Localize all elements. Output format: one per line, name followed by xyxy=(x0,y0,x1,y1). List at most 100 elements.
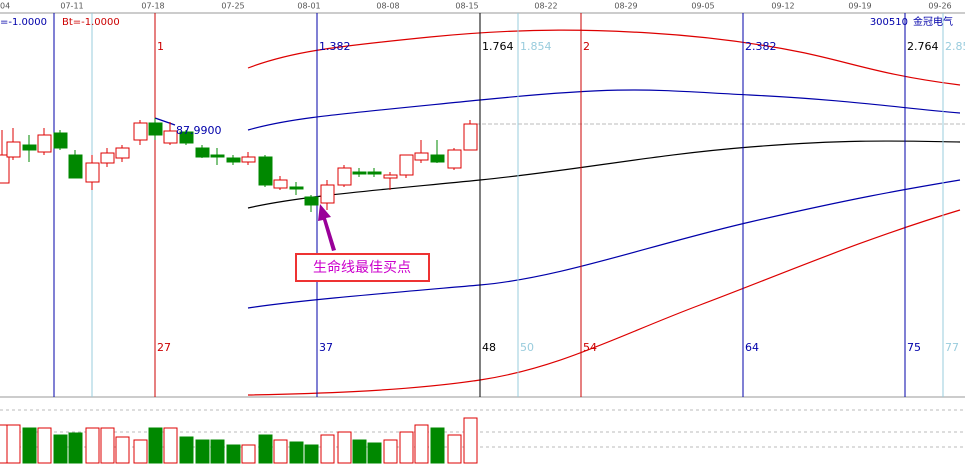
volume-bar xyxy=(399,431,414,464)
candle-body xyxy=(133,122,148,141)
volume-bar xyxy=(148,427,163,464)
candle-body xyxy=(195,147,210,158)
candle-body xyxy=(100,152,115,164)
candle-body xyxy=(383,174,398,179)
stock-name: 金冠电气 xyxy=(913,15,953,28)
date-label: 07-18 xyxy=(141,2,164,11)
volume-bar xyxy=(226,444,241,464)
band-lines xyxy=(154,29,961,396)
life-line xyxy=(247,140,961,209)
cycle-label-top: 1.382 xyxy=(319,40,351,53)
price-label: 87.9900 xyxy=(176,124,222,137)
date-label: 09-19 xyxy=(848,2,871,11)
date-label: 08-29 xyxy=(614,2,637,11)
candle-body xyxy=(463,123,478,151)
date-label: 07-25 xyxy=(221,2,244,11)
cycle-label-bottom: 75 xyxy=(907,341,921,354)
volume-bar xyxy=(447,434,462,464)
price-pointer xyxy=(154,117,176,126)
volume-bar xyxy=(6,424,21,464)
volume-bar xyxy=(463,417,478,464)
volume-grid xyxy=(0,409,965,448)
volume-bar xyxy=(179,436,194,464)
stock-code: 300510 xyxy=(870,17,908,28)
candle-body xyxy=(304,196,319,206)
candle-body xyxy=(148,122,163,136)
candle-body xyxy=(0,154,10,184)
candle-body xyxy=(399,154,414,176)
volume-bar xyxy=(100,427,115,464)
candle-body xyxy=(179,131,194,144)
volume-bar xyxy=(289,441,304,464)
date-label: 09-26 xyxy=(928,2,951,11)
cycle-label-bottom: 37 xyxy=(319,341,333,354)
lower-red-band xyxy=(247,209,961,396)
upper-blue-band xyxy=(247,89,961,131)
candle-body xyxy=(430,154,445,163)
cycle-label-top: 2 xyxy=(583,40,590,53)
volume-bar xyxy=(430,427,445,464)
cycle-label-bottom: 64 xyxy=(745,341,759,354)
arrow xyxy=(318,204,336,251)
candle-body xyxy=(241,156,256,163)
volume-bar xyxy=(241,444,256,464)
bt-value: Bt=-1.0000 xyxy=(62,17,120,28)
volume-bar xyxy=(115,436,130,464)
volume-bar xyxy=(320,434,335,464)
date-label: 09-05 xyxy=(691,2,714,11)
candle-body xyxy=(352,171,367,175)
candle-body xyxy=(367,171,382,175)
volume-bar xyxy=(273,439,288,464)
candle-body xyxy=(226,157,241,163)
volume-bar xyxy=(85,427,100,464)
cycle-label-top: 1.854 xyxy=(520,40,552,53)
candle-body xyxy=(115,147,130,159)
volume-bar xyxy=(304,444,319,464)
volume-bar xyxy=(337,431,352,464)
date-label: 08-01 xyxy=(297,2,320,11)
candle-body xyxy=(163,130,178,144)
volume-bar xyxy=(414,424,429,464)
volume-bar xyxy=(68,432,83,464)
cycle-label-bottom: 50 xyxy=(520,341,534,354)
date-label: 07-11 xyxy=(60,2,83,11)
candle-body xyxy=(258,156,273,186)
cycle-label-top: 2.764 xyxy=(907,40,939,53)
volume-bar xyxy=(133,439,148,464)
cycle-label-bottom: 48 xyxy=(482,341,496,354)
volume-bar xyxy=(367,442,382,464)
volume-bar xyxy=(210,439,225,464)
candle-body xyxy=(68,154,83,179)
candle-body xyxy=(6,141,21,158)
lower-blue-band xyxy=(247,179,961,309)
cycle-label-bottom: 77 xyxy=(945,341,959,354)
volume-bar xyxy=(163,427,178,464)
date-label: 09-12 xyxy=(771,2,794,11)
candle-body xyxy=(337,167,352,186)
volume-bar xyxy=(195,439,210,464)
upper-red-band xyxy=(247,29,961,86)
volume-bar xyxy=(352,439,367,464)
cycle-lines xyxy=(53,13,944,397)
volume-bar xyxy=(53,434,68,464)
candle-body xyxy=(22,144,37,151)
date-label: 08-08 xyxy=(376,2,399,11)
volume-bar xyxy=(37,427,52,464)
date-label: 04 xyxy=(0,2,10,11)
cycle-label-bottom: 54 xyxy=(583,341,597,354)
candle-body xyxy=(414,152,429,161)
annotation-box xyxy=(295,253,430,282)
annotation: 生命线最佳买点 xyxy=(313,259,411,276)
candle-body xyxy=(85,162,100,183)
volume-bar xyxy=(258,434,273,464)
candle-body xyxy=(273,179,288,189)
candle-body xyxy=(53,132,68,149)
cycle-label-top: 1 xyxy=(157,40,164,53)
cycle-label-bottom: 27 xyxy=(157,341,171,354)
candle-body xyxy=(447,149,462,169)
candle-body xyxy=(320,184,335,204)
date-label: 08-15 xyxy=(455,2,478,11)
volume-bar xyxy=(22,427,37,464)
